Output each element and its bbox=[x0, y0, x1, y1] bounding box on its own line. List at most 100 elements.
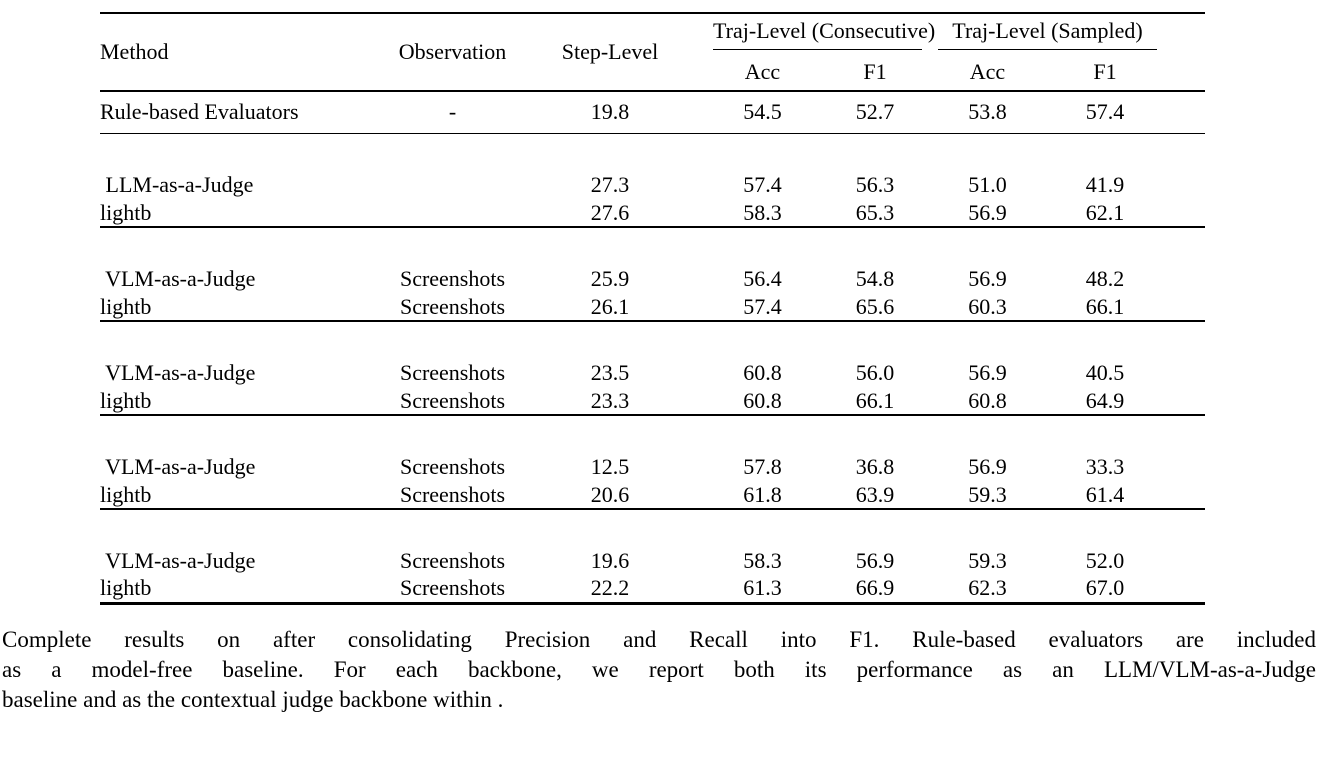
spacer-row bbox=[100, 509, 1205, 547]
step-level-cell: 23.3 bbox=[515, 387, 705, 416]
observation-cell: Screenshots bbox=[390, 293, 515, 322]
column-header-traj-sampled: Traj-Level (Sampled) bbox=[930, 13, 1165, 54]
filler-cell bbox=[1165, 199, 1206, 228]
f1-sampled-cell: 64.9 bbox=[1045, 387, 1166, 416]
acc-consecutive-cell: 60.8 bbox=[743, 360, 782, 385]
method-cell: lightb bbox=[100, 293, 390, 322]
column-header-acc-consecutive: Acc bbox=[705, 54, 820, 92]
observation-cell: Screenshots bbox=[399, 266, 506, 291]
column-header-method: Method bbox=[100, 13, 390, 92]
step-level-cell: 20.6 bbox=[515, 481, 705, 510]
f1-sampled-cell: 40.5 bbox=[1085, 360, 1125, 385]
step-level-cell: 27.6 bbox=[515, 199, 705, 228]
f1-sampled-cell: 33.3 bbox=[1085, 454, 1125, 479]
f1-consecutive-cell: 56.9 bbox=[855, 548, 895, 573]
caption-line-3: baseline and as the contextual judge bac… bbox=[2, 686, 504, 712]
filler-cell bbox=[1165, 359, 1205, 387]
step-level-cell: 26.1 bbox=[515, 293, 705, 322]
method-cell: LLM-as-a-Judge bbox=[100, 172, 254, 197]
observation-cell: Screenshots bbox=[399, 548, 506, 573]
f1-consecutive-cell: 65.3 bbox=[820, 199, 930, 228]
f1-consecutive-cell: 54.8 bbox=[855, 266, 895, 291]
acc-sampled-cell: 62.3 bbox=[930, 575, 1045, 605]
spacer-row bbox=[100, 321, 1205, 359]
f1-sampled-cell: 61.4 bbox=[1045, 481, 1166, 510]
f1-sampled-cell: 57.4 bbox=[1045, 91, 1166, 134]
observation-cell: Screenshots bbox=[390, 575, 515, 605]
acc-consecutive-cell: 57.8 bbox=[743, 454, 782, 479]
acc-consecutive-cell: 58.3 bbox=[705, 199, 820, 228]
table-row: lightb Screenshots 26.1 57.4 65.6 60.3 6… bbox=[100, 293, 1206, 322]
header-row-groups: Method Observation Step-Level Traj-Level… bbox=[100, 13, 1206, 92]
table-row: LLM-as-a-Judge 27.3 57.4 56.3 51.0 41.9 bbox=[100, 171, 1205, 199]
table-row: lightb 27.6 58.3 65.3 56.9 62.1 bbox=[100, 199, 1206, 228]
column-header-step-level: Step-Level bbox=[515, 13, 705, 92]
f1-consecutive-cell: 56.3 bbox=[855, 172, 895, 197]
table-row: VLM-as-a-Judge Screenshots 23.5 60.8 56.… bbox=[100, 359, 1205, 387]
acc-consecutive-cell: 61.8 bbox=[705, 481, 820, 510]
spacer-row bbox=[100, 227, 1205, 265]
observation-cell: Screenshots bbox=[399, 454, 506, 479]
acc-sampled-cell: 60.3 bbox=[930, 293, 1045, 322]
method-cell: Rule-based Evaluators bbox=[100, 91, 390, 134]
f1-consecutive-cell: 52.7 bbox=[820, 91, 930, 134]
method-cell: VLM-as-a-Judge bbox=[100, 454, 256, 479]
observation-cell: - bbox=[390, 91, 515, 134]
traj-consecutive-label: Traj-Level (Consecutive) bbox=[713, 18, 935, 50]
column-header-f1-consecutive: F1 bbox=[820, 54, 930, 92]
filler-cell bbox=[1165, 387, 1206, 416]
method-cell: VLM-as-a-Judge bbox=[100, 266, 256, 291]
acc-sampled-cell: 56.9 bbox=[968, 360, 1007, 385]
step-level-cell: 19.6 bbox=[590, 548, 630, 573]
step-level-cell: 23.5 bbox=[590, 360, 630, 385]
spacer-cell bbox=[100, 227, 1205, 265]
f1-consecutive-cell: 63.9 bbox=[820, 481, 930, 510]
f1-sampled-cell: 62.1 bbox=[1045, 199, 1166, 228]
table-body: Rule-based Evaluators - 19.8 54.5 52.7 5… bbox=[100, 91, 1206, 605]
table-row: lightb Screenshots 20.6 61.8 63.9 59.3 6… bbox=[100, 481, 1206, 510]
acc-sampled-cell: 56.9 bbox=[968, 266, 1007, 291]
step-level-cell: 22.2 bbox=[515, 575, 705, 605]
method-cell: lightb bbox=[100, 481, 390, 510]
acc-sampled-cell: 60.8 bbox=[930, 387, 1045, 416]
table-caption: Complete results on after consolidating … bbox=[0, 625, 1319, 715]
f1-sampled-cell: 66.1 bbox=[1045, 293, 1166, 322]
acc-sampled-cell: 51.0 bbox=[968, 172, 1007, 197]
step-level-cell: 12.5 bbox=[590, 454, 630, 479]
column-header-traj-consecutive: Traj-Level (Consecutive) bbox=[705, 13, 935, 54]
f1-consecutive-cell: 36.8 bbox=[855, 454, 895, 479]
table-row: VLM-as-a-Judge Screenshots 25.9 56.4 54.… bbox=[100, 265, 1205, 293]
column-header-acc-sampled: Acc bbox=[930, 54, 1045, 92]
acc-sampled-cell: 53.8 bbox=[930, 91, 1045, 134]
table-row: lightb Screenshots 22.2 61.3 66.9 62.3 6… bbox=[100, 575, 1206, 605]
caption-line-2: as a model-free baseline. For each backb… bbox=[2, 656, 1316, 682]
method-cell: lightb bbox=[100, 575, 390, 605]
step-level-cell: 27.3 bbox=[590, 172, 630, 197]
method-cell: lightb bbox=[100, 199, 390, 228]
acc-consecutive-cell: 60.8 bbox=[705, 387, 820, 416]
header-row-metrics: Acc F1 Acc F1 bbox=[100, 54, 1205, 92]
filler-cell bbox=[1165, 547, 1205, 575]
spacer-cell bbox=[100, 509, 1205, 547]
acc-consecutive-cell: 56.4 bbox=[743, 266, 782, 291]
table-header: Method Observation Step-Level Traj-Level… bbox=[100, 13, 1206, 92]
filler-cell bbox=[1165, 481, 1206, 510]
spacer-cell bbox=[100, 321, 1205, 359]
acc-sampled-cell: 56.9 bbox=[930, 199, 1045, 228]
spacer-cell bbox=[100, 133, 1205, 171]
acc-consecutive-cell: 57.4 bbox=[743, 172, 782, 197]
f1-consecutive-cell: 66.1 bbox=[820, 387, 930, 416]
spacer-cell bbox=[100, 415, 1205, 453]
f1-sampled-cell: 41.9 bbox=[1085, 172, 1125, 197]
table-row: Rule-based Evaluators - 19.8 54.5 52.7 5… bbox=[100, 91, 1206, 134]
filler-cell bbox=[1165, 293, 1206, 322]
column-header-f1-sampled: F1 bbox=[1045, 54, 1166, 92]
results-table: Method Observation Step-Level Traj-Level… bbox=[100, 12, 1206, 605]
f1-consecutive-cell: 56.0 bbox=[855, 360, 895, 385]
f1-consecutive-cell: 65.6 bbox=[820, 293, 930, 322]
acc-sampled-cell: 59.3 bbox=[968, 548, 1007, 573]
method-cell: lightb bbox=[100, 387, 390, 416]
filler-column-header bbox=[1165, 13, 1206, 92]
f1-consecutive-cell: 66.9 bbox=[820, 575, 930, 605]
